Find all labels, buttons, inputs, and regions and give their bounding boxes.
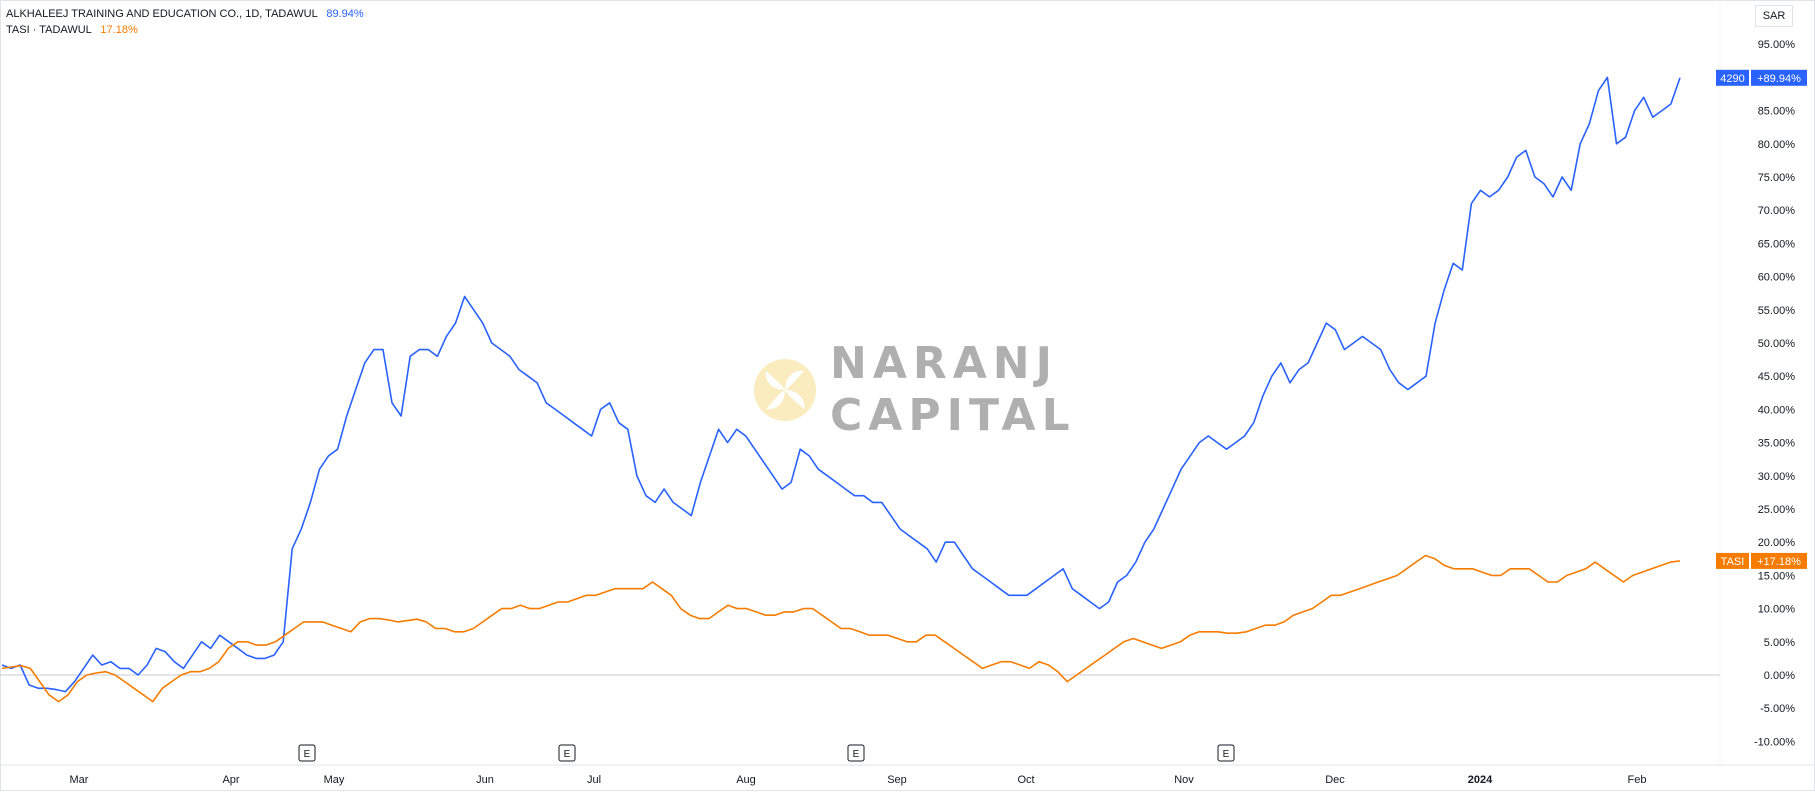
y-tick-label: 50.00%	[1758, 338, 1796, 350]
watermark-line1: NARANJ	[830, 338, 1059, 389]
y-tick-label: 25.00%	[1758, 504, 1796, 516]
price-scale: 95.00%90.00%85.00%80.00%75.00%70.00%65.0…	[1754, 39, 1795, 748]
x-tick-label: Dec	[1325, 774, 1345, 786]
y-tick-label: 10.00%	[1758, 604, 1796, 616]
price-label-ticker: 4290	[1720, 73, 1744, 85]
series-line-main	[1, 76, 1681, 693]
earnings-event-marker[interactable]: E	[1217, 744, 1235, 762]
earnings-event-marker[interactable]: E	[298, 744, 316, 762]
event-marker-box	[298, 744, 316, 762]
legend-row-main[interactable]: ALKHALEEJ TRAINING AND EDUCATION CO., 1D…	[6, 6, 364, 22]
series-line-tasi	[1, 554, 1681, 703]
chart-legend: ALKHALEEJ TRAINING AND EDUCATION CO., 1D…	[6, 6, 364, 38]
x-tick-label: Jun	[476, 774, 494, 786]
price-label-value-bg	[1751, 552, 1807, 569]
time-scale: Mar Apr May Jun Jul Aug Sep Oct Nov Dec 2024 Feb	[70, 774, 1647, 786]
legend-row-compare[interactable]: TASI · TADAWUL 17.18%	[6, 22, 364, 38]
x-tick-label: Sep	[887, 774, 907, 786]
price-label-value: +89.94%	[1757, 73, 1801, 85]
x-tick-label: Jul	[587, 774, 601, 786]
x-tick-label: Oct	[1017, 774, 1034, 786]
x-tick-label: Mar	[70, 774, 89, 786]
earnings-event-marker[interactable]: E	[558, 744, 576, 762]
event-marker-label: E	[1223, 749, 1230, 760]
y-tick-label: 65.00%	[1758, 238, 1796, 250]
price-label-ticker-bg	[1716, 69, 1749, 86]
y-tick-label: 75.00%	[1758, 172, 1796, 184]
y-tick-label: 0.00%	[1764, 670, 1795, 682]
price-label-ticker-bg	[1716, 552, 1749, 569]
legend-main-label: ALKHALEEJ TRAINING AND EDUCATION CO., 1D…	[6, 8, 318, 20]
x-tick-label: 2024	[1468, 774, 1493, 786]
watermark: NARANJ CAPITAL	[752, 338, 1076, 442]
watermark-line2: CAPITAL	[830, 390, 1076, 441]
price-label-value-bg	[1751, 69, 1807, 86]
naranj-logo-icon	[754, 359, 816, 421]
y-tick-label: 95.00%	[1758, 39, 1796, 51]
y-tick-label: 40.00%	[1758, 404, 1796, 416]
event-marker-box	[1217, 744, 1235, 762]
y-tick-label: 70.00%	[1758, 205, 1796, 217]
event-marker-label: E	[564, 749, 571, 760]
y-tick-label: 15.00%	[1758, 570, 1796, 582]
y-tick-label: 85.00%	[1758, 106, 1796, 118]
legend-compare-value: 17.18%	[100, 24, 138, 36]
price-label-4290: 4290 +89.94%	[1716, 69, 1807, 86]
y-tick-label: 5.00%	[1764, 637, 1795, 649]
event-marker-label: E	[304, 749, 311, 760]
x-tick-label: Apr	[222, 774, 239, 786]
y-tick-label: 35.00%	[1758, 438, 1796, 450]
y-tick-label: 80.00%	[1758, 139, 1796, 151]
price-label-tasi: TASI +17.18%	[1716, 552, 1807, 569]
currency-button[interactable]: SAR	[1755, 5, 1793, 27]
event-marker-box	[558, 744, 576, 762]
y-tick-label: 55.00%	[1758, 305, 1796, 317]
y-tick-label: -10.00%	[1754, 736, 1795, 748]
earnings-event-marker[interactable]: E	[847, 744, 865, 762]
price-label-value: +17.18%	[1757, 556, 1801, 568]
event-marker-label: E	[853, 749, 860, 760]
y-tick-label: 20.00%	[1758, 537, 1796, 549]
legend-main-value: 89.94%	[326, 8, 364, 20]
x-tick-label: May	[324, 774, 345, 786]
x-tick-label: Nov	[1174, 774, 1194, 786]
x-tick-label: Aug	[736, 774, 756, 786]
price-scale-labels: 4290 +89.94% TASI +17.18%	[1716, 69, 1807, 569]
y-tick-label: 60.00%	[1758, 272, 1796, 284]
y-tick-label: 30.00%	[1758, 471, 1796, 483]
y-tick-label: -5.00%	[1760, 703, 1795, 715]
series-layer	[1, 76, 1681, 703]
price-label-ticker: TASI	[1721, 556, 1745, 568]
event-marker-box	[847, 744, 865, 762]
legend-compare-label: TASI · TADAWUL	[6, 24, 92, 36]
y-tick-label: 45.00%	[1758, 371, 1796, 383]
x-tick-label: Feb	[1628, 774, 1647, 786]
